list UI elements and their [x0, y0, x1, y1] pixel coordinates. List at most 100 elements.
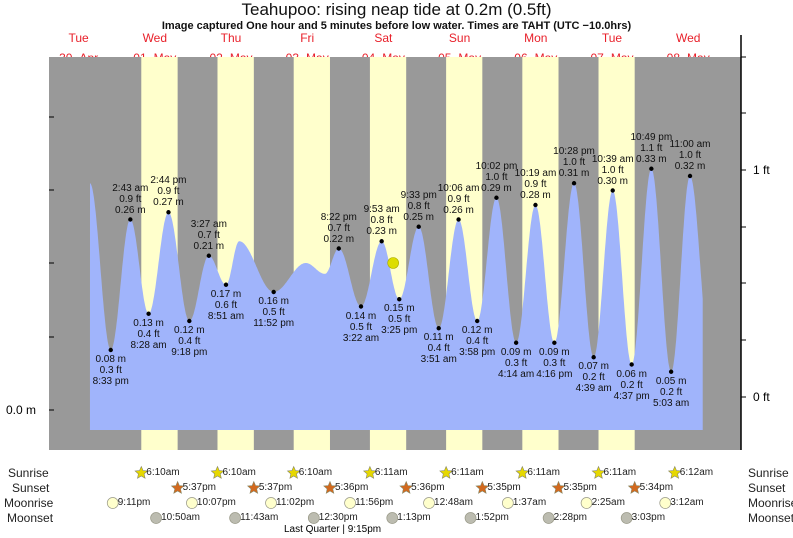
- sunset-row-label-right: Sunset: [748, 481, 786, 495]
- moonrise-icon: [265, 497, 277, 509]
- sunset-icon: [170, 480, 185, 494]
- tide-label-line: 1.0 ft: [485, 171, 508, 183]
- sunset-time: 5:34pm: [639, 482, 674, 493]
- tide-label-line: 9:18 pm: [171, 347, 208, 358]
- tide-label-line: 0.16 m: [258, 296, 289, 307]
- tide-low-label: 0.09 m 0.3 ft 4:16 pm: [524, 347, 584, 380]
- tide-low-point: [358, 304, 364, 309]
- moonrise-time: 12:48am: [434, 497, 473, 508]
- tide-label-line: 0.30 m: [597, 175, 628, 187]
- tide-label-line: 0.4 ft: [137, 328, 160, 340]
- tide-label-line: 0.09 m: [539, 346, 570, 358]
- moonrise-time: 10:07pm: [196, 497, 236, 508]
- tide-label-line: 4:16 pm: [536, 368, 573, 380]
- sunrise-icon: [134, 465, 149, 479]
- tide-label-line: 10:49 pm: [630, 131, 673, 143]
- tide-label-line: 4:14 am: [498, 368, 535, 380]
- right-axis-label-1ft: 1 ft: [753, 163, 770, 177]
- tide-area: [89, 168, 703, 431]
- tide-label-line: 1.0 ft: [678, 150, 702, 161]
- tide-label-line: 10:39 am: [591, 153, 634, 165]
- moonset-time: 12:30pm: [318, 512, 358, 523]
- tide-low-point: [146, 311, 151, 316]
- tide-label-line: 0.4 ft: [427, 343, 450, 355]
- tide-label-line: 8:22 pm: [320, 211, 357, 223]
- tide-label-line: 10:19 am: [514, 168, 557, 179]
- moonset-icon: [307, 512, 320, 524]
- tide-label-line: 0.05 m: [655, 375, 687, 387]
- tide-label-line: 0.9 ft: [524, 179, 547, 190]
- tide-label-line: 0.26 m: [443, 204, 474, 216]
- moonset-time: 10:50am: [161, 512, 200, 523]
- tide-high-label: 3:27 am 0.7 ft 0.21 m: [179, 219, 239, 252]
- sunset-icon: [323, 480, 337, 494]
- tide-label-line: 3:51 am: [420, 354, 457, 366]
- moonset-icon: [150, 512, 162, 524]
- sunrise-icon: [362, 465, 377, 479]
- moonset-icon: [620, 512, 633, 524]
- sunrise-icon: [286, 465, 301, 479]
- moonrise-icon: [106, 497, 119, 509]
- current-tide-marker: [387, 257, 399, 269]
- moonset-icon: [229, 512, 241, 524]
- moonset-row-label-left: Moonset: [7, 511, 54, 525]
- tide-label-line: 0.6 ft: [214, 299, 238, 311]
- moonset-time: 1:52pm: [475, 512, 509, 523]
- tide-low-label: 0.14 m 0.5 ft 3:22 am: [331, 311, 391, 344]
- tide-high-label: 10:39 am 1.0 ft 0.30 m: [583, 154, 643, 187]
- tide-label-line: 4:39 am: [575, 383, 612, 395]
- tide-label-line: 0.5 ft: [349, 321, 373, 333]
- tide-label-line: 0.7 ft: [327, 222, 350, 234]
- tide-label-line: 0.14 m: [345, 310, 377, 322]
- sunrise-row-label-left: Sunrise: [8, 466, 49, 480]
- day-of-week: Fri: [300, 31, 315, 45]
- tide-low-point: [668, 369, 674, 374]
- tide-label-line: 0.3 ft: [99, 365, 122, 376]
- moonrise-time: 11:02pm: [276, 497, 315, 508]
- tide-label-line: 1.1 ft: [640, 142, 663, 154]
- tide-low-label: 0.12 m 0.4 ft 9:18 pm: [159, 325, 219, 358]
- tide-label-line: 0.9 ft: [447, 193, 470, 205]
- tide-label-line: 0.27 m: [153, 197, 184, 209]
- tide-label-line: 8:51 am: [207, 310, 245, 322]
- moonset-time: 2:28pm: [553, 512, 587, 523]
- moonset-time: 11:43am: [240, 512, 279, 523]
- tide-label-line: 0.4 ft: [466, 336, 489, 347]
- tide-label-line: 0.17 m: [210, 288, 242, 300]
- sunrise-time: 6:11am: [374, 467, 408, 478]
- tide-label-line: 0.12 m: [461, 325, 493, 336]
- tide-label-line: 0.28 m: [520, 190, 551, 201]
- tide-low-point: [552, 340, 557, 345]
- tide-low-label: 0.06 m 0.2 ft 4:37 pm: [602, 369, 662, 402]
- tide-label-line: 3:22 am: [342, 332, 380, 344]
- tide-low-label: 0.16 m 0.5 ft 11:52 pm: [244, 296, 304, 329]
- tide-low-point: [223, 282, 229, 287]
- sunrise-icon: [515, 465, 530, 479]
- moonrise-row-label-right: Moonrise: [748, 496, 793, 510]
- sunset-icon: [551, 480, 566, 494]
- sunrise-time: 6:10am: [298, 467, 333, 478]
- sunset-time: 5:35pm: [487, 482, 521, 493]
- tide-low-point: [271, 289, 276, 295]
- tide-low-point: [591, 355, 596, 360]
- tide-label-line: 0.7 ft: [197, 229, 220, 241]
- tide-label-line: 0.25 m: [403, 211, 434, 223]
- tide-high-point: [533, 202, 538, 208]
- chart-title: Teahupoo: rising neap tide at 0.2m (0.5f…: [241, 0, 552, 19]
- moonrise-icon: [659, 497, 672, 509]
- sunrise-icon: [591, 465, 606, 479]
- tide-label-line: 0.5 ft: [388, 314, 411, 326]
- tide-high-point: [206, 253, 212, 258]
- moonrise-row-label-left: Moonrise: [4, 496, 54, 510]
- tide-high-point: [649, 166, 654, 171]
- sunset-time: 5:36pm: [334, 482, 369, 493]
- tide-high-point: [494, 195, 499, 200]
- tide-label-line: 0.31 m: [558, 168, 590, 180]
- sunset-time: 5:36pm: [411, 482, 445, 493]
- tide-label-line: 3:58 pm: [459, 347, 496, 358]
- tide-high-label: 9:53 am 0.8 ft 0.23 m: [352, 204, 412, 237]
- tide-high-point: [128, 217, 133, 222]
- sunset-icon: [627, 480, 642, 494]
